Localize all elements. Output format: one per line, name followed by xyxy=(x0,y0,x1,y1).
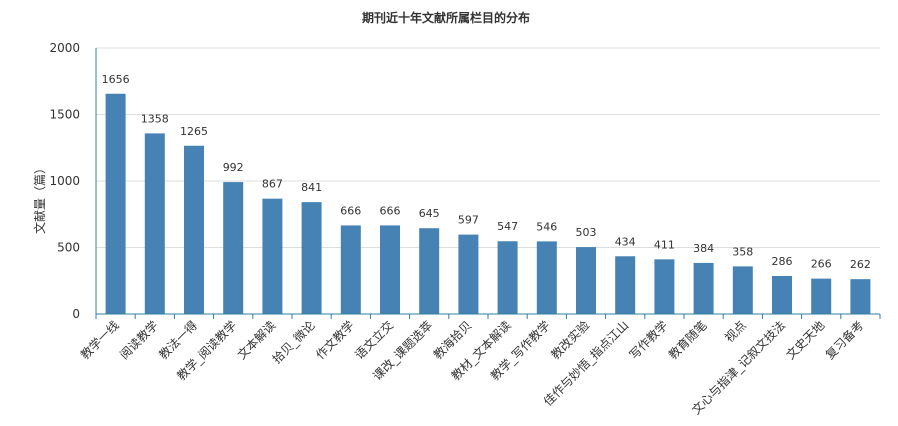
bar[interactable] xyxy=(536,241,557,314)
x-tick-label: 拾贝_微论 xyxy=(269,318,318,367)
x-tick-labels: 教学一线阅读教学教法一得教学_阅读教学文本解读拾贝_微论作文教学语文立交课改_课… xyxy=(77,318,866,418)
y-tick-label: 1500 xyxy=(49,108,80,122)
data-label: 434 xyxy=(615,235,636,248)
chart-title: 期刊近十年文献所属栏目的分布 xyxy=(362,10,530,25)
bar[interactable] xyxy=(654,259,675,314)
bar[interactable] xyxy=(615,256,636,314)
bar[interactable] xyxy=(772,275,792,314)
x-tick-label: 教育随笔 xyxy=(665,318,710,363)
bar[interactable] xyxy=(301,202,322,314)
data-labels: 1656 1358 1265 992 867 841 666 666 645 597 547 546 5… xyxy=(102,73,871,271)
data-label: 384 xyxy=(693,242,714,255)
axes xyxy=(95,48,881,319)
data-label: 262 xyxy=(850,258,871,271)
bar[interactable] xyxy=(458,234,479,314)
data-label: 992 xyxy=(223,161,244,174)
x-tick-label: 作文教学 xyxy=(312,318,357,363)
bar[interactable] xyxy=(262,198,283,314)
bar[interactable] xyxy=(184,145,204,314)
y-tick-label: 2000 xyxy=(49,41,80,55)
y-tick-labels: 0 500 1000 1500 2000 xyxy=(49,41,80,321)
data-label: 547 xyxy=(497,220,518,233)
x-tick-label: 教学一线 xyxy=(77,318,122,363)
bar[interactable] xyxy=(811,278,832,314)
data-label: 358 xyxy=(732,245,753,258)
x-tick-label: 复习备考 xyxy=(823,318,867,362)
data-label: 266 xyxy=(811,258,832,271)
data-label: 286 xyxy=(772,255,793,268)
bar[interactable] xyxy=(576,247,596,314)
data-label: 1265 xyxy=(180,125,208,138)
x-tick-label: 文史天地 xyxy=(783,318,828,363)
bar[interactable] xyxy=(850,279,871,314)
x-tick-label: 视点 xyxy=(721,318,749,346)
y-axis-label: 文献量（篇） xyxy=(32,162,47,234)
bar[interactable] xyxy=(693,262,714,314)
bar[interactable] xyxy=(497,241,518,314)
data-label: 645 xyxy=(419,207,440,220)
x-tick-label: 写作教学 xyxy=(626,318,671,363)
y-tick-label: 500 xyxy=(57,241,80,255)
bar[interactable] xyxy=(732,266,753,314)
x-tick-label: 阅读教学 xyxy=(116,318,161,363)
data-label: 1358 xyxy=(141,112,169,125)
data-label: 666 xyxy=(340,204,361,217)
data-label: 841 xyxy=(301,181,322,194)
data-label: 1656 xyxy=(102,73,130,86)
data-label: 597 xyxy=(458,214,479,227)
bar[interactable] xyxy=(340,225,361,314)
bar[interactable] xyxy=(419,228,440,314)
y-tick-label: 1000 xyxy=(49,174,80,188)
data-label: 546 xyxy=(536,220,557,233)
gridlines xyxy=(96,47,880,248)
data-label: 503 xyxy=(576,226,597,239)
data-label: 411 xyxy=(654,238,675,251)
data-label: 666 xyxy=(380,204,401,217)
bar[interactable] xyxy=(105,93,126,314)
bars xyxy=(105,93,871,314)
data-label: 867 xyxy=(262,178,283,191)
bar[interactable] xyxy=(223,182,244,314)
y-tick-label: 0 xyxy=(72,307,80,321)
bar[interactable] xyxy=(380,225,400,314)
bar[interactable] xyxy=(144,133,165,314)
